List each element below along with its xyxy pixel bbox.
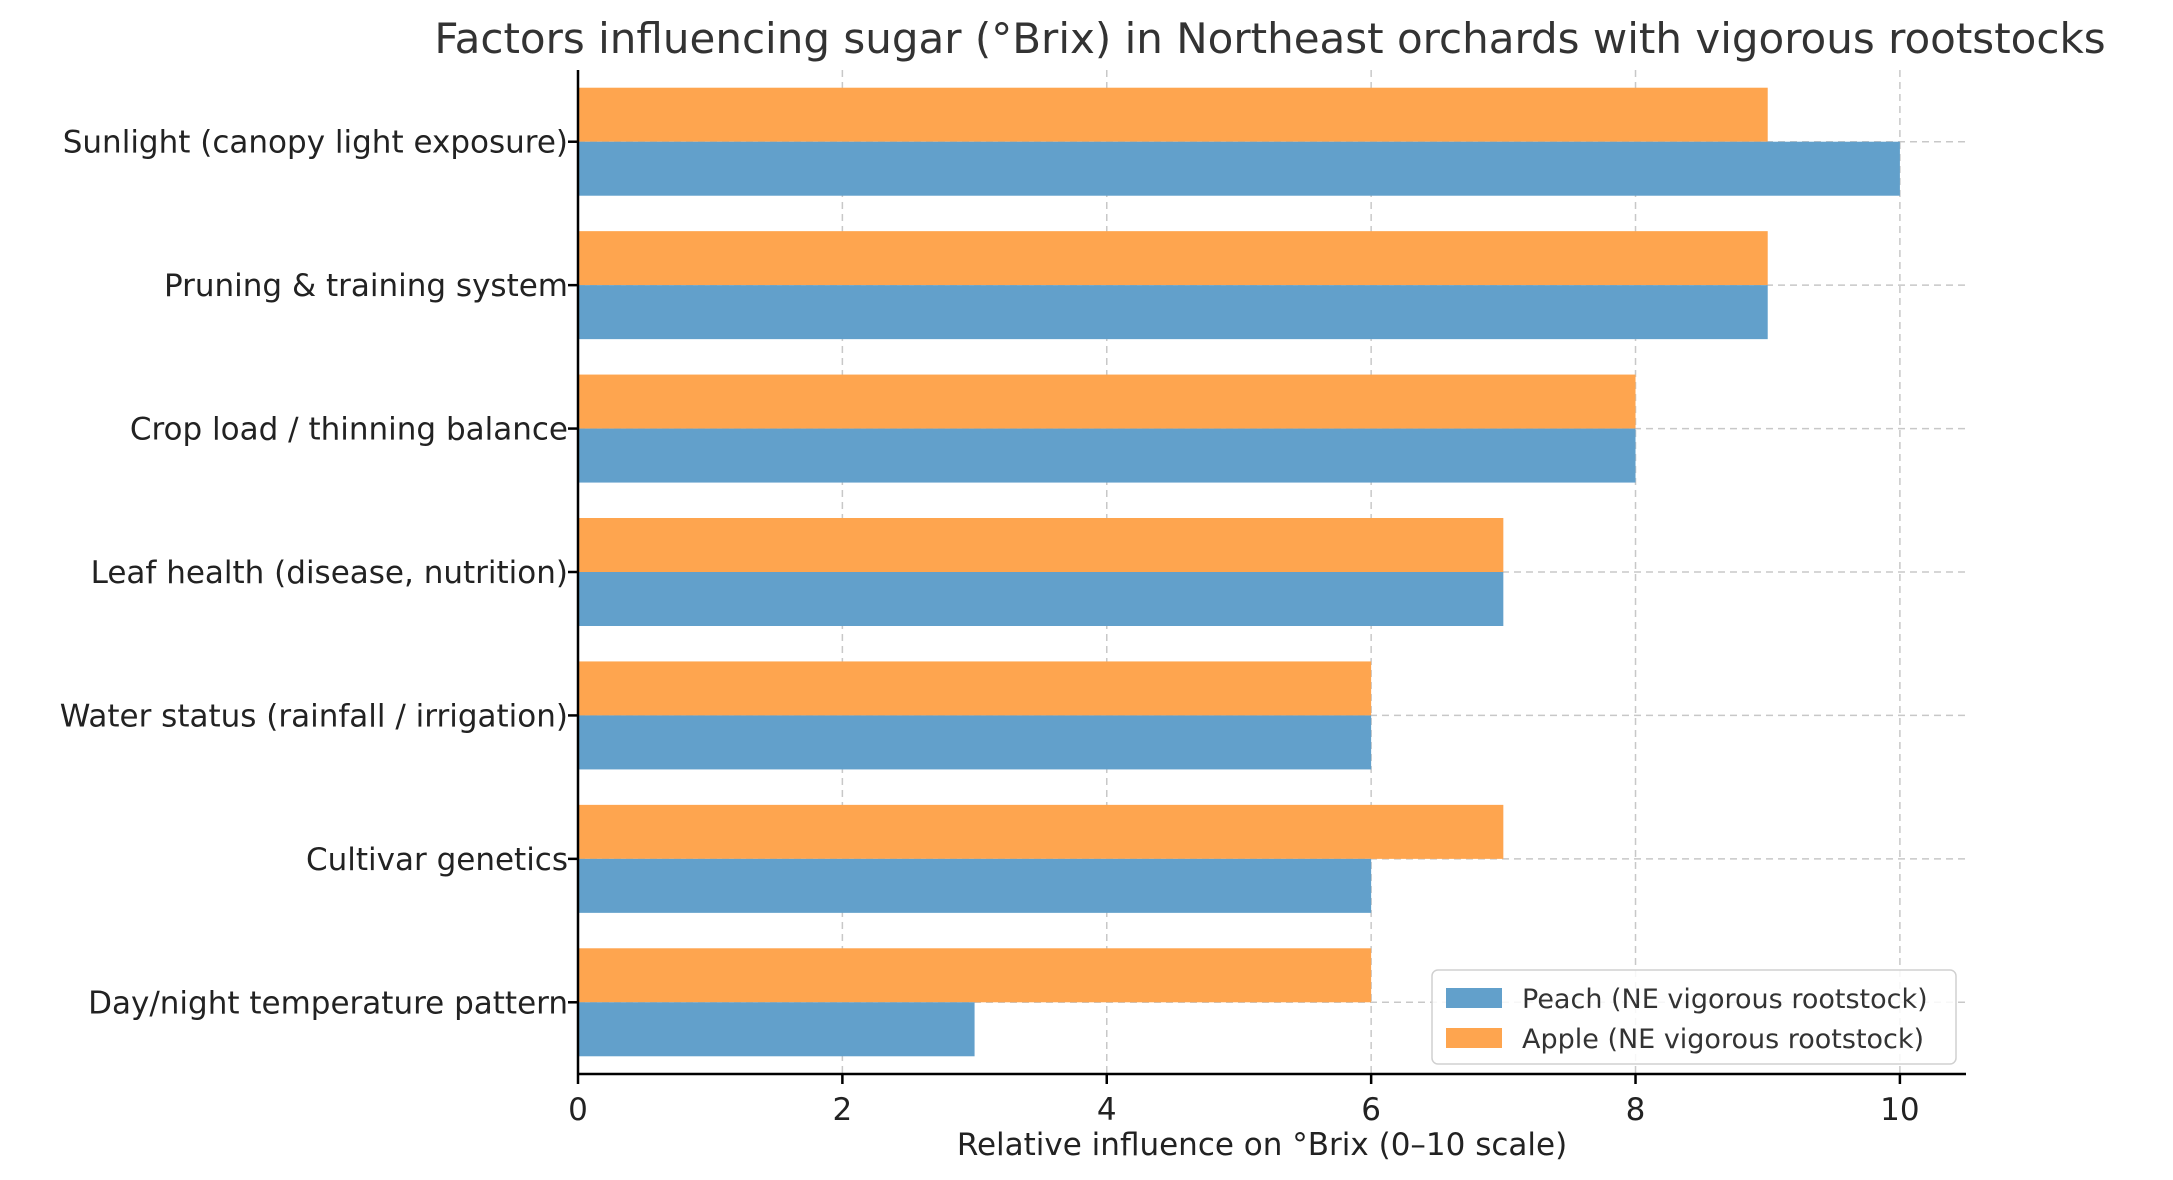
category-label: Crop load / thinning balance	[130, 412, 568, 448]
apple-bar	[578, 374, 1636, 429]
legend-swatch	[1446, 1028, 1502, 1048]
x-tick-label: 10	[1880, 1092, 1919, 1128]
peach-bar	[578, 285, 1768, 340]
x-tick-label: 4	[1097, 1092, 1117, 1128]
category-label: Day/night temperature pattern	[88, 985, 568, 1021]
category-label: Water status (rainfall / irrigation)	[60, 698, 568, 734]
peach-bar	[578, 428, 1636, 483]
legend: Peach (NE vigorous rootstock) Apple (NE v…	[1431, 969, 1957, 1065]
apple-bar	[578, 948, 1372, 1003]
legend-box	[1431, 969, 1957, 1065]
legend-label: Apple (NE vigorous rootstock)	[1522, 1024, 1924, 1055]
apple-bar	[578, 518, 1504, 572]
peach-bar	[578, 1002, 975, 1057]
axes	[568, 70, 1966, 1084]
chart-title: Factors influencing sugar (°Brix) in Nor…	[434, 14, 2105, 63]
category-label: Sunlight (canopy light exposure)	[63, 125, 568, 161]
peach-bar	[578, 141, 1900, 196]
apple-bar	[578, 231, 1768, 286]
apple-bar	[578, 661, 1372, 716]
x-tick-label: 2	[833, 1092, 853, 1128]
legend-label: Peach (NE vigorous rootstock)	[1522, 984, 1928, 1015]
category-label: Leaf health (disease, nutrition)	[91, 555, 568, 591]
x-tick-label: 8	[1626, 1092, 1646, 1128]
category-label: Pruning & training system	[164, 268, 568, 304]
peach-bar	[578, 715, 1372, 770]
axis-labels: 0 2 4 6 8 10 Sunlight (canopy light exposure) P…	[60, 125, 1920, 1128]
peach-bar	[578, 572, 1504, 626]
peach-bar	[578, 858, 1372, 913]
x-tick-label: 0	[568, 1092, 588, 1128]
category-label: Cultivar genetics	[306, 842, 568, 878]
apple-bar	[578, 87, 1768, 142]
x-tick-label: 6	[1361, 1092, 1381, 1128]
legend-swatch	[1446, 988, 1502, 1008]
apple-bar	[578, 804, 1504, 859]
bars	[578, 87, 1900, 1057]
x-axis-title: Relative influence on °Brix (0–10 scale)	[957, 1127, 1567, 1163]
